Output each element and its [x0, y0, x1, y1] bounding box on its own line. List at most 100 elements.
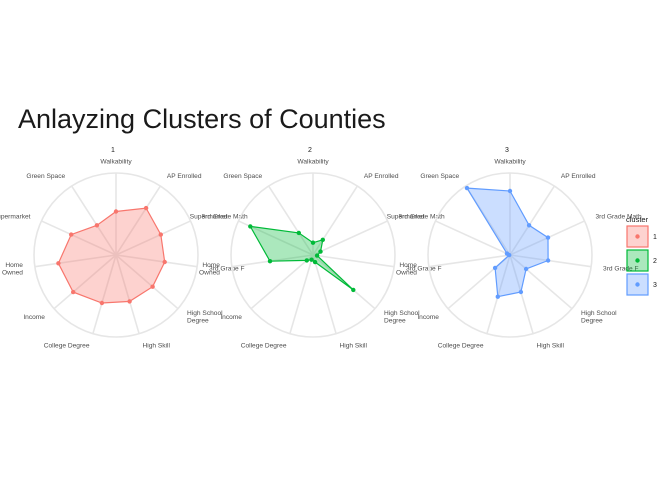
axis-label-walkability: Walkability [494, 158, 526, 165]
spoke-line [509, 254, 534, 334]
spoke-line [53, 254, 117, 310]
legend-key-2 [626, 249, 649, 272]
data-point-home-owned [267, 259, 273, 264]
legend-key-3 [626, 273, 649, 296]
data-point-3rd-grade-f [545, 258, 551, 263]
axis-label-ap-enrolled: AP Enrolled [364, 173, 399, 180]
data-point-3rd-grade-f [162, 259, 167, 265]
legend-key-1 [626, 225, 649, 248]
axis-label-ap-enrolled: AP Enrolled [561, 173, 596, 180]
axis-label-3rd-grade-f: 3rd Grade F [406, 266, 442, 273]
axis-label-home-owned: Home Owned [2, 262, 23, 277]
spoke-line [92, 254, 117, 334]
spoke-line [509, 254, 573, 310]
legend: cluster 1 2 3 [626, 215, 657, 296]
data-point-home-owned [56, 261, 61, 266]
data-point-green-space [94, 223, 100, 228]
data-point-ap-enrolled [143, 205, 149, 211]
data-point-high-skill [312, 259, 318, 265]
data-point-income [71, 289, 76, 295]
data-point-walkability [507, 188, 513, 194]
data-point-3rd-grade-f [314, 253, 320, 258]
axis-label-income: Income [417, 314, 439, 321]
spoke-line [289, 254, 314, 334]
spoke-line [312, 254, 395, 268]
axis-label-3rd-grade-math: 3rd Grade Math [202, 213, 249, 220]
axis-label-high-school-degree: High School Degree [581, 310, 617, 325]
axis-label-college-degree: College Degree [44, 342, 90, 349]
axis-label-3rd-grade-math: 3rd Grade Math [596, 213, 643, 220]
axis-label-college-degree: College Degree [241, 342, 287, 349]
data-point-green-space [464, 185, 470, 191]
spoke-line [41, 220, 117, 256]
axis-label-green-space: Green Space [223, 173, 262, 180]
axis-label-high-school-degree: High School Degree [187, 310, 223, 325]
axis-label-high-skill: High Skill [339, 342, 367, 349]
axis-label-home-owned: Home Owned [199, 262, 220, 277]
data-point-college-degree [309, 257, 314, 262]
axis-label-high-skill: High Skill [536, 342, 564, 349]
data-point-walkability [113, 209, 119, 214]
data-point-high-school-degree [351, 287, 356, 293]
axis-label-college-degree: College Degree [438, 342, 484, 349]
facet-label: 1 [111, 147, 115, 154]
data-point-green-space [296, 230, 301, 236]
axis-label-walkability: Walkability [297, 158, 329, 165]
data-point-3rd-grade-math [318, 249, 323, 254]
axis-label-income: Income [220, 314, 242, 321]
data-point-income [492, 265, 498, 271]
axis-label-3rd-grade-f: 3rd Grade F [209, 266, 245, 273]
spoke-line [115, 185, 162, 256]
radar-panel-1: 1 Walkability AP Enrolled 3rd Grade Math 3rd… [0, 147, 248, 349]
axis-label-home-owned: Home Owned [396, 262, 417, 277]
spoke-line [115, 254, 140, 334]
facet-label: 3 [505, 147, 509, 154]
legend-label-2: 2 [653, 258, 657, 265]
axis-label-supermarket: Supermarket [190, 213, 228, 220]
axis-label-supermarket: Supermarket [0, 213, 31, 220]
radar-panel-3: 3 Walkability AP Enrolled 3rd Grade Math 3rd… [387, 147, 642, 349]
legend-title: cluster [626, 215, 649, 224]
axis-label-3rd-grade-f: 3rd Grade F [603, 266, 639, 273]
spoke-line [428, 254, 511, 268]
legend-label-3: 3 [653, 282, 657, 289]
facet-label: 2 [308, 147, 312, 154]
data-point-supermarket [69, 232, 74, 237]
data-point-high-school-degree [150, 284, 155, 289]
spoke-line [312, 254, 337, 334]
spoke-line [250, 254, 314, 310]
spoke-line [509, 185, 556, 256]
axis-label-green-space: Green Space [420, 173, 459, 180]
spoke-line [34, 254, 117, 268]
spoke-line [115, 254, 179, 310]
legend-label-1: 1 [653, 234, 657, 241]
spoke-line [70, 185, 117, 256]
data-point-supermarket [504, 251, 510, 256]
data-point-high-skill [127, 299, 132, 304]
axis-label-high-skill: High Skill [142, 342, 170, 349]
data-point-3rd-grade-math [545, 235, 551, 240]
axis-label-walkability: Walkability [100, 158, 132, 165]
axis-label-income: Income [23, 314, 45, 321]
data-point-high-skill [518, 289, 524, 295]
data-point-ap-enrolled [320, 237, 325, 242]
chart-title: Anlayzing Clusters of Counties [18, 104, 386, 134]
spoke-line [115, 220, 191, 256]
data-point-high-school-degree [523, 266, 529, 272]
spoke-line [312, 185, 359, 256]
data-point-walkability [310, 240, 316, 245]
axis-label-green-space: Green Space [26, 173, 65, 180]
data-point-3rd-grade-math [158, 232, 163, 237]
data-point-college-degree [495, 294, 500, 299]
series-area-1 [57, 207, 166, 304]
radar-panel-2: 2 Walkability AP Enrolled 3rd Grade Math 3rd… [190, 147, 445, 349]
axis-label-ap-enrolled: AP Enrolled [167, 173, 202, 180]
data-point-income [304, 258, 309, 263]
spoke-line [486, 254, 511, 334]
data-point-ap-enrolled [526, 223, 532, 228]
axis-label-supermarket: Supermarket [387, 213, 425, 220]
spoke-line [267, 185, 314, 256]
axis-label-3rd-grade-math: 3rd Grade Math [399, 213, 446, 220]
spoke-line [509, 254, 592, 268]
